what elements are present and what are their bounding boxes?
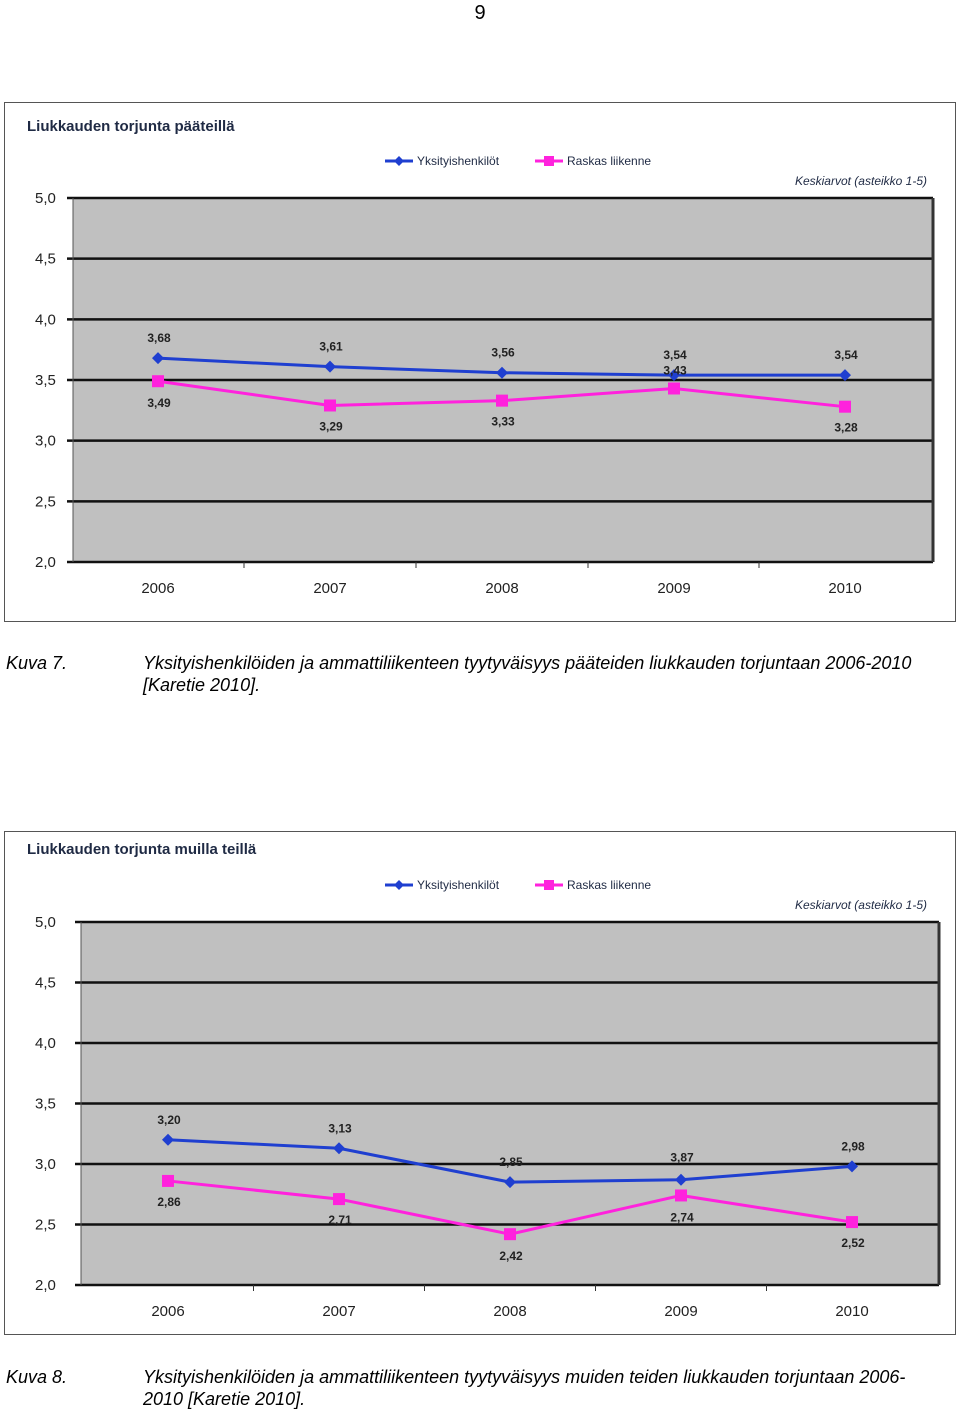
- data-point-diamond: [152, 352, 164, 365]
- chart-figure-muilla-teilla: Liukkauden torjunta muilla teillä Yksityi…: [4, 831, 956, 1335]
- data-point-diamond: [846, 1160, 858, 1173]
- data-label: 3,13: [328, 1121, 352, 1135]
- data-point-square: [152, 375, 164, 388]
- data-point-diamond: [839, 369, 851, 382]
- y-tick-label: 2,0: [35, 554, 56, 571]
- data-label: 3,49: [147, 396, 171, 410]
- legend-label: Yksityishenkilöt: [417, 154, 500, 168]
- data-label: 3,20: [157, 1113, 181, 1127]
- y-tick-label: 4,5: [35, 251, 56, 268]
- data-label: 2,74: [670, 1210, 694, 1224]
- data-point-diamond: [496, 366, 508, 379]
- x-tick-label: 2006: [151, 1303, 184, 1320]
- y-tick-label: 3,5: [35, 1096, 56, 1113]
- data-label: 3,87: [670, 1151, 694, 1165]
- legend-label: Raskas liikenne: [567, 878, 651, 892]
- legend-marker-diamond: [394, 880, 404, 890]
- x-tick-label: 2010: [828, 580, 861, 597]
- data-label: 3,56: [491, 346, 515, 360]
- legend-label: Raskas liikenne: [567, 154, 651, 168]
- y-tick-label: 3,5: [35, 372, 56, 389]
- chart-paateilla: Liukkauden torjunta pääteillä Yksityishen…: [27, 118, 935, 597]
- data-label: 2,71: [328, 1213, 352, 1227]
- chart-title: Liukkauden torjunta muilla teillä: [27, 841, 257, 858]
- figure-caption-8: Kuva 8. Yksityishenkilöiden ja ammattili…: [6, 1366, 956, 1414]
- y-tick-label: 5,0: [35, 914, 56, 931]
- x-tick-label: 2009: [664, 1303, 697, 1320]
- data-label: 2,85: [499, 1155, 523, 1169]
- data-label: 2,98: [841, 1139, 865, 1153]
- x-tick-label: 2006: [141, 580, 174, 597]
- caption-label: Kuva 8.: [6, 1367, 68, 1387]
- y-tick-label: 5,0: [35, 190, 56, 207]
- chart-legend: Yksityishenkilöt Raskas liikenne: [385, 878, 651, 892]
- chart-note: Keskiarvot (asteikko 1-5): [795, 898, 927, 912]
- data-label: 2,52: [841, 1236, 865, 1250]
- y-tick-label: 4,0: [35, 1035, 56, 1052]
- chart-figure-paateilla: Liukkauden torjunta pääteillä Yksityishen…: [4, 102, 956, 622]
- legend-marker-square: [544, 156, 554, 166]
- data-label: 3,54: [834, 348, 858, 362]
- x-tick-label: 2010: [835, 1303, 868, 1320]
- x-tick-label: 2008: [493, 1303, 526, 1320]
- data-label: 3,33: [491, 415, 515, 429]
- data-point-diamond: [668, 369, 680, 382]
- x-tick-label: 2007: [313, 580, 346, 597]
- page-number: 9: [474, 2, 486, 24]
- y-tick-label: 3,0: [35, 1156, 56, 1173]
- data-label: 3,54: [663, 348, 687, 362]
- x-tick-label: 2008: [485, 580, 518, 597]
- y-tick-label: 4,0: [35, 311, 56, 328]
- legend-marker-square: [544, 880, 554, 890]
- y-tick-label: 2,5: [35, 1217, 56, 1234]
- caption-label: Kuva 7.: [6, 653, 68, 673]
- data-point-diamond: [324, 360, 336, 373]
- chart-muilla-teilla: Liukkauden torjunta muilla teillä Yksityi…: [27, 841, 941, 1320]
- data-point-square: [496, 394, 508, 407]
- y-tick-label: 3,0: [35, 433, 56, 450]
- data-point-square: [668, 382, 680, 395]
- data-label: 2,42: [499, 1249, 523, 1263]
- data-point-diamond: [333, 1142, 345, 1155]
- data-point-diamond: [675, 1173, 687, 1186]
- figure-caption-7: Kuva 7. Yksityishenkilöiden ja ammattili…: [6, 652, 956, 700]
- data-label: 3,68: [147, 331, 171, 345]
- data-label: 2,86: [157, 1195, 181, 1209]
- data-point-square: [162, 1174, 174, 1187]
- data-label: 3,28: [834, 421, 858, 435]
- chart-legend: Yksityishenkilöt Raskas liikenne: [385, 154, 651, 168]
- caption-text: Yksityishenkilöiden ja ammattiliikenteen…: [143, 653, 912, 695]
- data-point-diamond: [162, 1133, 174, 1146]
- y-tick-label: 4,5: [35, 975, 56, 992]
- x-tick-label: 2007: [322, 1303, 355, 1320]
- data-point-square: [675, 1189, 687, 1202]
- data-point-square: [324, 399, 336, 412]
- data-point-square: [504, 1228, 516, 1241]
- caption-text: Yksityishenkilöiden ja ammattiliikenteen…: [143, 1367, 906, 1409]
- legend-item: Raskas liikenne: [535, 878, 651, 892]
- data-label: 3,61: [319, 340, 343, 354]
- data-point-square: [839, 400, 851, 413]
- data-label: 3,43: [663, 363, 687, 377]
- chart-note: Keskiarvot (asteikko 1-5): [795, 174, 927, 188]
- data-point-diamond: [504, 1176, 516, 1189]
- y-tick-label: 2,0: [35, 1277, 56, 1294]
- x-tick-label: 2009: [657, 580, 690, 597]
- chart-title: Liukkauden torjunta pääteillä: [27, 118, 235, 135]
- data-point-square: [846, 1216, 858, 1229]
- legend-label: Yksityishenkilöt: [417, 878, 500, 892]
- y-tick-label: 2,5: [35, 493, 56, 510]
- data-label: 3,29: [319, 419, 343, 433]
- legend-item: Yksityishenkilöt: [385, 154, 500, 168]
- legend-item: Raskas liikenne: [535, 154, 651, 168]
- legend-item: Yksityishenkilöt: [385, 878, 500, 892]
- data-point-square: [333, 1193, 345, 1206]
- legend-marker-diamond: [394, 156, 404, 166]
